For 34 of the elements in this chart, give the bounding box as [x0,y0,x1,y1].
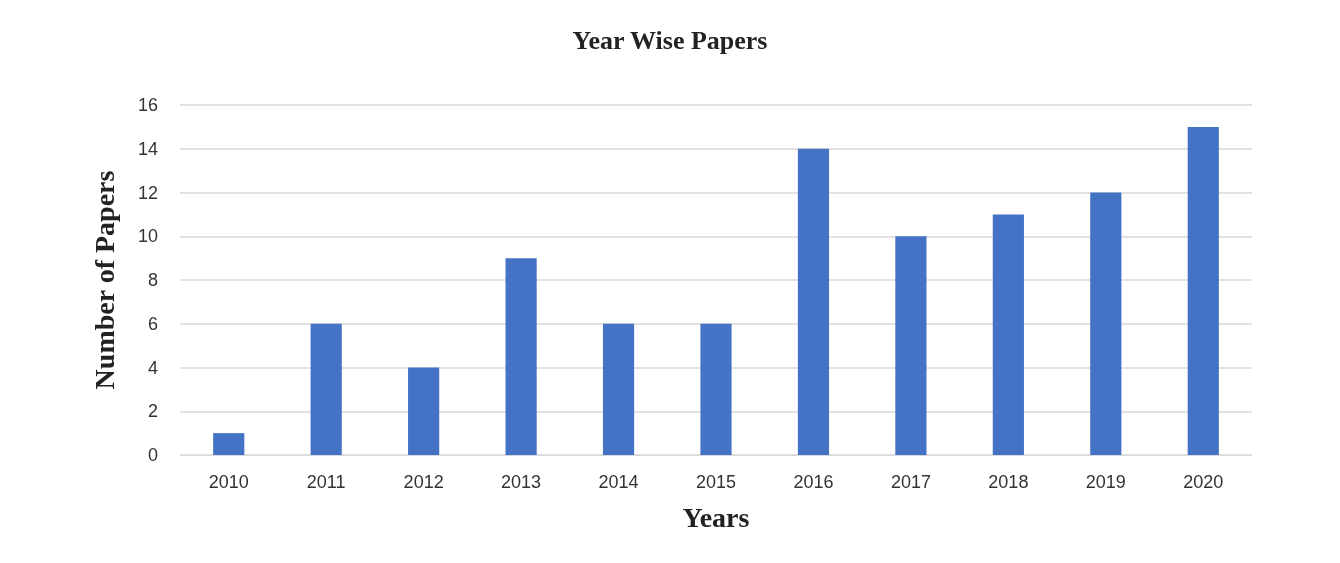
x-tick-label: 2020 [1183,472,1224,492]
x-tick-label: 2017 [890,472,931,492]
x-tick-label: 2014 [598,472,639,492]
x-tick-label: 2013 [501,472,542,492]
bar [1187,126,1219,455]
y-tick-label: 8 [147,270,158,290]
y-tick-label: 14 [137,138,158,159]
bar [797,148,830,455]
chart-title: Year Wise Papers [572,25,768,55]
y-tick-label: 6 [147,313,158,334]
y-tick-label: 16 [137,95,158,115]
bar [700,323,732,455]
y-tick-label: 0 [147,445,158,465]
bar [992,214,1024,455]
x-tick-label: 2018 [988,472,1029,492]
x-axis-title: Years [682,501,750,533]
y-tick-label: 4 [147,357,158,378]
bar [1090,192,1122,455]
y-tick-label: 2 [147,401,158,422]
x-tick-label: 2010 [208,472,249,492]
x-tick-label: 2011 [306,472,346,492]
y-axis-title: Number of Papers [88,170,120,390]
x-tick-label: 2015 [695,472,737,492]
x-tick-label: 2019 [1085,472,1126,492]
bar [505,258,537,455]
bar [602,323,635,455]
bar [310,323,342,455]
x-tick-label: 2016 [793,472,834,492]
x-tick-label: 2012 [403,472,444,492]
bar [408,367,440,455]
y-tick-label: 12 [137,182,158,203]
y-tick-label: 10 [137,226,158,247]
bar [895,236,927,455]
bar [213,433,245,455]
